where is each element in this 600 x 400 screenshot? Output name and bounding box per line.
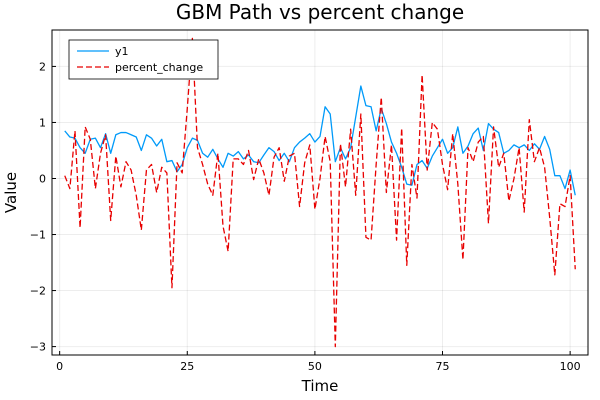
x-tick-label: 50: [308, 360, 322, 373]
plot-frame: [51, 29, 589, 356]
y-tick-label: 2: [39, 60, 46, 73]
x-tick-label: 0: [56, 360, 63, 373]
axis-ticks: 0 25 50 75 100 −3 −2 −1 0 1 2: [30, 60, 581, 373]
legend: y1 percent_change: [68, 39, 219, 80]
legend-label: percent_change: [115, 61, 203, 74]
series-group: [64, 37, 576, 348]
y-axis-label: Value: [2, 172, 20, 213]
chart-title: GBM Path vs percent change: [176, 0, 464, 24]
x-tick-label: 75: [436, 360, 450, 373]
legend-label: y1: [115, 45, 129, 58]
x-tick-label: 100: [560, 360, 581, 373]
x-axis-label: Time: [301, 377, 339, 395]
y-tick-label: −2: [30, 285, 46, 298]
series-line-y1: [64, 85, 576, 196]
series-line-percent-change: [64, 37, 576, 348]
y-tick-label: −1: [30, 229, 46, 242]
legend-box: [68, 39, 219, 80]
y-tick-label: 1: [39, 116, 46, 129]
y-tick-label: 0: [39, 172, 46, 185]
y-tick-label: −3: [30, 341, 46, 354]
x-tick-label: 25: [180, 360, 194, 373]
